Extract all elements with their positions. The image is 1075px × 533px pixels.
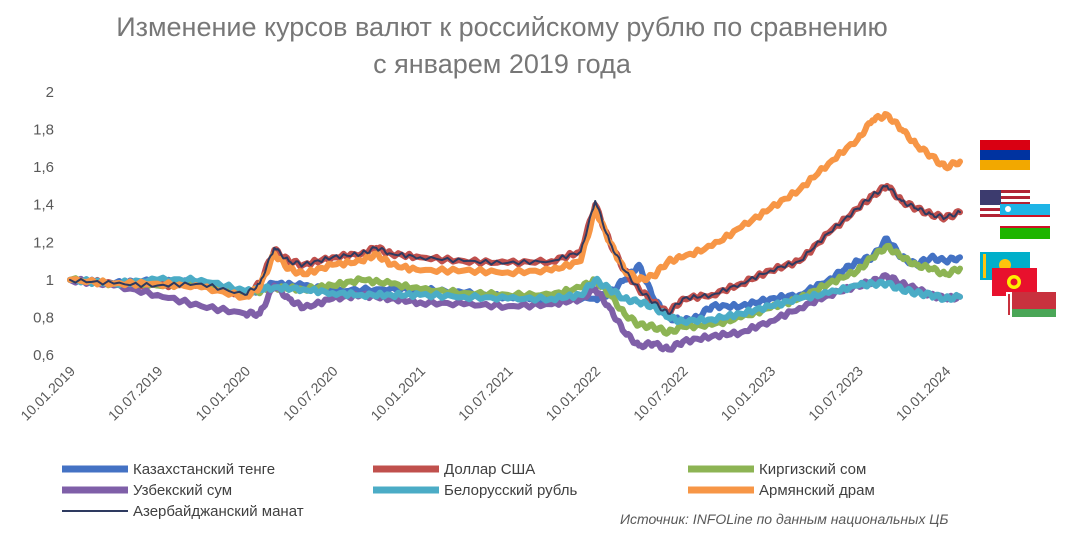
legend-label: Доллар США [444, 461, 535, 478]
y-tick-label: 1,2 [33, 234, 54, 251]
x-tick-label: 10.07.2023 [805, 363, 866, 424]
uzbekistan-flag [1000, 204, 1050, 239]
x-tick-label: 10.01.2019 [17, 363, 78, 424]
x-tick-label: 10.01.2022 [543, 363, 604, 424]
x-tick-label: 10.07.2020 [280, 363, 341, 424]
x-tick-label: 10.01.2021 [367, 363, 428, 424]
series-lines [67, 111, 963, 353]
chart-title-line-2: с январем 2019 года [373, 49, 632, 79]
x-tick-label: 10.07.2019 [105, 363, 166, 424]
x-tick-label: 10.01.2024 [893, 363, 954, 424]
legend-item-azn: Азербайджанский манат [62, 503, 304, 520]
legend-item-uzs: Узбекский сум [62, 482, 232, 499]
series-line [67, 274, 963, 326]
y-tick-label: 1,6 [33, 159, 54, 176]
legend-label: Узбекский сум [133, 482, 232, 499]
legend-item-kgs: Киргизский сом [688, 461, 866, 478]
x-tick-label: 10.07.2021 [455, 363, 516, 424]
series-line [69, 184, 961, 315]
legend-item-amd: Армянский драм [688, 482, 875, 499]
series-line [67, 111, 963, 301]
legend-label: Казахстанский тенге [133, 461, 275, 478]
y-tick-label: 0,8 [33, 309, 54, 326]
y-tick-label: 1 [46, 272, 54, 289]
legend-label: Киргизский сом [759, 461, 866, 478]
legend: Казахстанский тенге Доллар США Киргизски… [62, 461, 875, 520]
x-tick-label: 10.01.2023 [718, 363, 779, 424]
x-axis: 10.01.2019 10.07.2019 10.01.2020 10.07.2020… [17, 363, 953, 424]
legend-item-usd: Доллар США [373, 461, 535, 478]
legend-item-byn: Белорусский рубль [373, 482, 577, 499]
legend-label: Азербайджанский манат [133, 503, 304, 520]
x-tick-label: 10.01.2020 [192, 363, 253, 424]
y-tick-label: 1,4 [33, 197, 54, 214]
y-tick-label: 0,6 [33, 347, 54, 364]
y-tick-label: 2 [46, 84, 54, 101]
source-note: Источник: INFOLine по данным национальны… [620, 511, 949, 527]
legend-item-kzt: Казахстанский тенге [62, 461, 275, 478]
y-axis: 0,6 0,8 1 1,2 1,4 1,6 1,8 2 [33, 84, 54, 364]
belarus-flag [1006, 292, 1056, 317]
legend-label: Армянский драм [759, 482, 875, 499]
x-tick-label: 10.07.2022 [630, 363, 691, 424]
chart-title-line-1: Изменение курсов валют к российскому руб… [116, 12, 888, 42]
armenia-flag [980, 140, 1030, 170]
legend-label: Белорусский рубль [444, 482, 577, 499]
kyrgyzstan-flag [992, 268, 1037, 296]
y-tick-label: 1,8 [33, 122, 54, 139]
